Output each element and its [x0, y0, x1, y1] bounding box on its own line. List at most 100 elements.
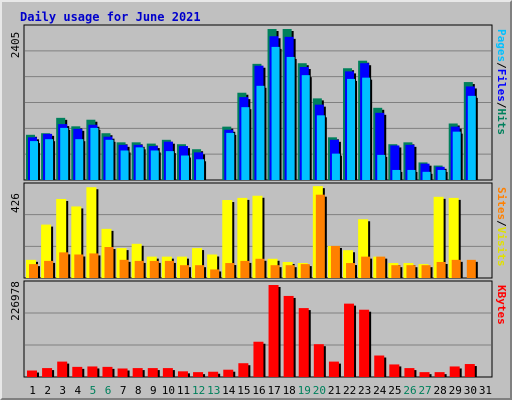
kbytes-bar	[464, 364, 475, 377]
kbytes-bar	[404, 368, 415, 377]
visits-bar	[433, 196, 444, 278]
day-label: 13	[207, 384, 220, 397]
sites-bar	[104, 247, 114, 278]
sites-bar	[134, 260, 144, 278]
sites-bar	[195, 265, 205, 278]
kbytes-bar	[298, 308, 309, 377]
legend-sep: /	[495, 220, 508, 227]
kbytes-bar	[162, 368, 173, 377]
visits-bar	[358, 219, 369, 278]
day-label: 10	[162, 384, 175, 397]
sites-bar	[29, 264, 38, 278]
visits-bar	[41, 224, 52, 278]
pages-bar	[437, 169, 446, 180]
day-label: 20	[313, 384, 326, 397]
legend-hits-files-pages: Pages/Files/Hits	[495, 29, 508, 135]
day-label: 1	[29, 384, 36, 397]
pages-bar	[30, 141, 38, 180]
kbytes-bar	[253, 341, 264, 377]
pages-bar	[135, 147, 144, 180]
day-label: 28	[434, 384, 447, 397]
day-label: 12	[192, 384, 205, 397]
day-label: 30	[464, 384, 477, 397]
pages-bar	[271, 46, 280, 181]
visits-bar	[56, 198, 67, 278]
sites-bar	[346, 263, 356, 278]
kbytes-bar	[268, 285, 279, 377]
legend-visits-sites: Sites/Visits	[495, 187, 508, 267]
day-label: 24	[373, 384, 387, 397]
legend-sites: Sites	[495, 187, 508, 220]
visits-bar	[237, 197, 248, 278]
pages-bar	[45, 139, 54, 180]
kbytes-bar	[177, 371, 188, 377]
day-label: 25	[388, 384, 401, 397]
max-label-kbytes: 226978	[9, 281, 22, 321]
legend-visits: Visits	[495, 227, 508, 267]
pages-bar	[105, 139, 114, 180]
day-label: 11	[177, 384, 190, 397]
visits-bar	[192, 248, 203, 278]
pages-bar	[392, 169, 401, 180]
day-label: 17	[267, 384, 280, 397]
day-label: 19	[298, 384, 311, 397]
sites-bar	[210, 269, 220, 278]
pages-bar	[347, 78, 356, 180]
day-label: 9	[150, 384, 157, 397]
day-label: 22	[343, 384, 356, 397]
sites-bar	[179, 265, 189, 278]
sites-bar	[330, 245, 340, 278]
max-label-hits: 2405	[9, 32, 22, 59]
pages-bar	[362, 77, 371, 180]
pages-bar	[90, 127, 99, 180]
sites-bar	[376, 256, 386, 278]
visits-bar	[252, 195, 263, 278]
pages-bar	[422, 171, 431, 180]
visits-bar	[222, 200, 233, 278]
pages-bar	[241, 107, 250, 180]
sites-bar	[255, 258, 265, 278]
sites-bar	[451, 259, 461, 278]
day-label: 18	[283, 384, 296, 397]
legend-sep: /	[495, 102, 508, 109]
legend-kbytes: KBytes	[495, 285, 508, 325]
sites-bar	[225, 263, 235, 278]
pages-bar	[331, 153, 340, 180]
graph-title: Daily usage for June 2021	[20, 10, 201, 24]
pages-bar	[467, 95, 476, 180]
sites-bar	[436, 261, 446, 278]
pages-bar	[120, 150, 129, 180]
sites-bar	[406, 265, 416, 278]
legend-sep: /	[495, 62, 508, 69]
sites-bar	[391, 265, 401, 278]
pages-bar	[286, 56, 295, 180]
visits-bar	[448, 197, 459, 278]
pages-bar	[407, 169, 416, 180]
kbytes-bar	[374, 355, 385, 377]
day-label: 7	[120, 384, 127, 397]
kbytes-bar	[389, 364, 400, 377]
kbytes-bar	[283, 295, 294, 377]
pages-bar	[226, 132, 235, 180]
sites-bar	[240, 260, 250, 278]
kbytes-bar	[102, 366, 113, 377]
pages-bar	[452, 131, 461, 180]
pages-bar	[316, 115, 325, 180]
day-label: 27	[418, 384, 431, 397]
sites-bar	[149, 260, 159, 278]
sites-bar	[89, 253, 99, 278]
day-label: 5	[90, 384, 97, 397]
legend-pages: Pages	[495, 29, 508, 62]
day-label: 31	[479, 384, 492, 397]
sites-bar	[285, 265, 295, 278]
sites-bar	[315, 194, 325, 278]
day-label: 29	[449, 384, 462, 397]
visits-bar	[207, 254, 218, 278]
kbytes-bar	[117, 368, 128, 377]
day-label: 16	[252, 384, 265, 397]
sites-bar	[119, 259, 129, 278]
pages-bar	[75, 139, 84, 180]
files-bar	[375, 112, 385, 180]
kbytes-bar	[419, 372, 430, 377]
